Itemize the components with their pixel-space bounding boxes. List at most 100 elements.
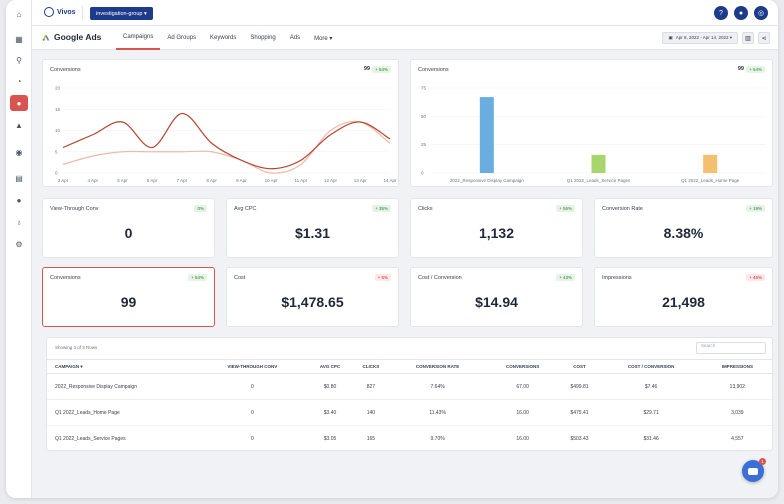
tab-campaigns[interactable]: Campaigns: [116, 26, 161, 50]
table-cell: $475.41: [559, 399, 600, 426]
kpi-change-badge: + 5%: [374, 274, 391, 281]
table-cell: 67.00: [485, 373, 560, 400]
table-cell: 11.43%: [389, 399, 486, 426]
kpi-value: 1,132: [478, 225, 515, 241]
kpi-change-badge: + 35%: [372, 205, 391, 212]
kpi-label: Avg CPC: [234, 206, 257, 212]
column-header[interactable]: CLICKS: [352, 359, 390, 374]
column-header[interactable]: CONVERSION RATE: [389, 359, 486, 374]
kpi-change-badge: + 46%: [746, 274, 765, 281]
column-header[interactable]: CONVERSIONS: [485, 359, 560, 374]
kpi-value: $14.94: [475, 294, 518, 310]
kpi-card-view-through-conv[interactable]: View-Through Conv 0% 0: [42, 198, 215, 258]
column-header[interactable]: VIEW-THROUGH CONV: [197, 359, 308, 374]
table-cell: 7.64%: [389, 373, 486, 400]
table-row[interactable]: 2022_Responsive Display Campaign 0 $0.80 82…: [47, 373, 772, 400]
campaign-table: CAMPAIGN ▾ VIEW-THROUGH CONV AVG CPC CLICKS…: [47, 359, 772, 452]
tab-keywords[interactable]: Keywords: [210, 35, 237, 41]
compare-icon[interactable]: ▥: [742, 32, 754, 44]
help-icon[interactable]: ?: [714, 6, 728, 20]
y-tick-label: 20: [55, 86, 61, 91]
kpi-card-conversions[interactable]: Conversions + 54% 99: [42, 267, 215, 327]
user-icon[interactable]: ●: [16, 195, 22, 205]
x-tick-label: 11 Apr: [294, 178, 307, 183]
kpi-change-badge: + 56%: [556, 205, 575, 212]
y-tick-label: 25: [421, 142, 427, 147]
y-tick-label: 50: [421, 114, 427, 119]
chat-icon[interactable]: ●: [10, 95, 28, 111]
line-chart-title: Conversions: [50, 67, 81, 73]
x-tick-label: 2022_Responsive Display Campaign: [450, 178, 524, 183]
date-range-picker[interactable]: ▣ Apr 8, 2022 - Apr 14, 2022 ▾: [662, 32, 738, 44]
table-cell: 0: [197, 425, 308, 452]
plug-icon[interactable]: ♁: [16, 217, 22, 227]
table-row[interactable]: Q1 2022_Leads_Service Pages 0 $3.05 165 9.70…: [47, 425, 772, 452]
table-cell: $3.05: [307, 425, 353, 452]
x-tick-label: 10 Apr: [265, 178, 279, 183]
table-cell: 165: [352, 425, 390, 452]
calendar-icon: ▣: [668, 35, 673, 40]
kpi-card-clicks[interactable]: Clicks + 56% 1,132: [410, 198, 583, 258]
app-name: Vivos: [57, 8, 76, 16]
tab-more[interactable]: More ▾: [314, 35, 333, 42]
y-tick-label: 10: [55, 128, 61, 133]
kpi-value: 21,498: [662, 294, 705, 310]
line-chart-badge: + 54%: [372, 66, 391, 73]
bar[interactable]: [591, 154, 606, 173]
tab-ads[interactable]: Ads: [289, 35, 301, 41]
kpi-change-badge: 0%: [194, 205, 207, 212]
kpi-card-avg-cpc[interactable]: Avg CPC + 35% $1.31: [226, 198, 399, 258]
avatar[interactable]: ◎: [754, 6, 768, 20]
bar[interactable]: [703, 154, 718, 173]
home-icon[interactable]: ⌂: [16, 9, 22, 19]
kpi-label: Conversions: [50, 275, 81, 281]
table-cell: $0.80: [307, 373, 353, 400]
kpi-card-conversion-rate[interactable]: Conversion Rate + 19% 8.38%: [594, 198, 773, 258]
google-ads-icon[interactable]: ▲: [15, 120, 23, 130]
search-input[interactable]: Search: [696, 342, 766, 354]
line-chart: 0 5 10 15 20 3 Apr 4 Apr 5 Apr 6 Apr 7 Apr 8 Apr 9 …: [55, 86, 397, 184]
kpi-card-cost[interactable]: Cost + 5% $1,478.65: [226, 267, 399, 327]
table-cell: $29.71: [599, 399, 703, 426]
kpi-card-impressions[interactable]: Impressions + 46% 21,498: [594, 267, 773, 327]
document-icon[interactable]: ▤: [15, 173, 23, 183]
group-selector[interactable]: investigation-group ▾: [90, 7, 153, 20]
table-row[interactable]: Q1 2022_Leads_Home Page 0 $3.40 140 11.43% 16…: [47, 399, 772, 426]
tab-shopping[interactable]: Shopping: [250, 35, 276, 41]
column-header[interactable]: CAMPAIGN ▾: [47, 359, 197, 374]
bar-chart-title: Conversions: [418, 67, 449, 73]
table-cell: 16.00: [485, 399, 560, 426]
column-header[interactable]: IMPRESSIONS: [702, 359, 772, 374]
bell-icon[interactable]: ●: [734, 6, 748, 20]
kpi-card-cost-conversion[interactable]: Cost / Conversion + 43% $14.94: [410, 267, 583, 327]
app-logo[interactable]: Vivos: [44, 7, 76, 17]
app-frame: ⌂ ▦ ⚲ ◔ ● ▲ ◉ ▤ ● ♁ ⚙ Vivos investigatio…: [6, 0, 778, 498]
chat-icon: [748, 467, 758, 475]
kpi-change-badge: + 54%: [188, 274, 207, 281]
column-header[interactable]: COST / CONVERSION: [599, 359, 703, 374]
bar-chart: 0 25 50 75 2022_Responsive Display Campaign Q…: [421, 86, 766, 183]
column-header[interactable]: AVG CPC: [307, 359, 353, 374]
chart-icon[interactable]: ◔: [16, 76, 22, 86]
table-cell: 4,557: [702, 425, 772, 452]
location-icon[interactable]: ◉: [15, 147, 23, 157]
table-cell: 0: [197, 373, 308, 400]
tab-ad-groups[interactable]: Ad Groups: [167, 35, 197, 41]
kpi-change-badge: + 19%: [746, 205, 765, 212]
table-cell: 827: [352, 373, 390, 400]
x-tick-label: 4 Apr: [87, 178, 98, 183]
chat-launcher[interactable]: 1: [742, 458, 766, 482]
gear-icon[interactable]: ⚙: [15, 239, 23, 249]
search-icon[interactable]: ⚲: [16, 55, 22, 65]
top-bar: Vivos investigation-group ▾ ? ● ◎: [32, 0, 778, 26]
table-cell: 0: [197, 399, 308, 426]
column-header[interactable]: COST: [559, 359, 600, 374]
x-tick-label: 14 Apr: [383, 178, 397, 183]
kpi-value: 8.38%: [663, 225, 704, 241]
bar[interactable]: [479, 97, 494, 173]
grid-icon[interactable]: ▦: [15, 34, 23, 44]
campaign-table-card: Showing 3 of 3 Rows Search CAMPAIGN ▾ VIE…: [46, 337, 773, 452]
kpi-label: Impressions: [602, 275, 632, 281]
share-icon[interactable]: ⋖: [758, 32, 770, 44]
table-cell: 3,039: [702, 399, 772, 426]
